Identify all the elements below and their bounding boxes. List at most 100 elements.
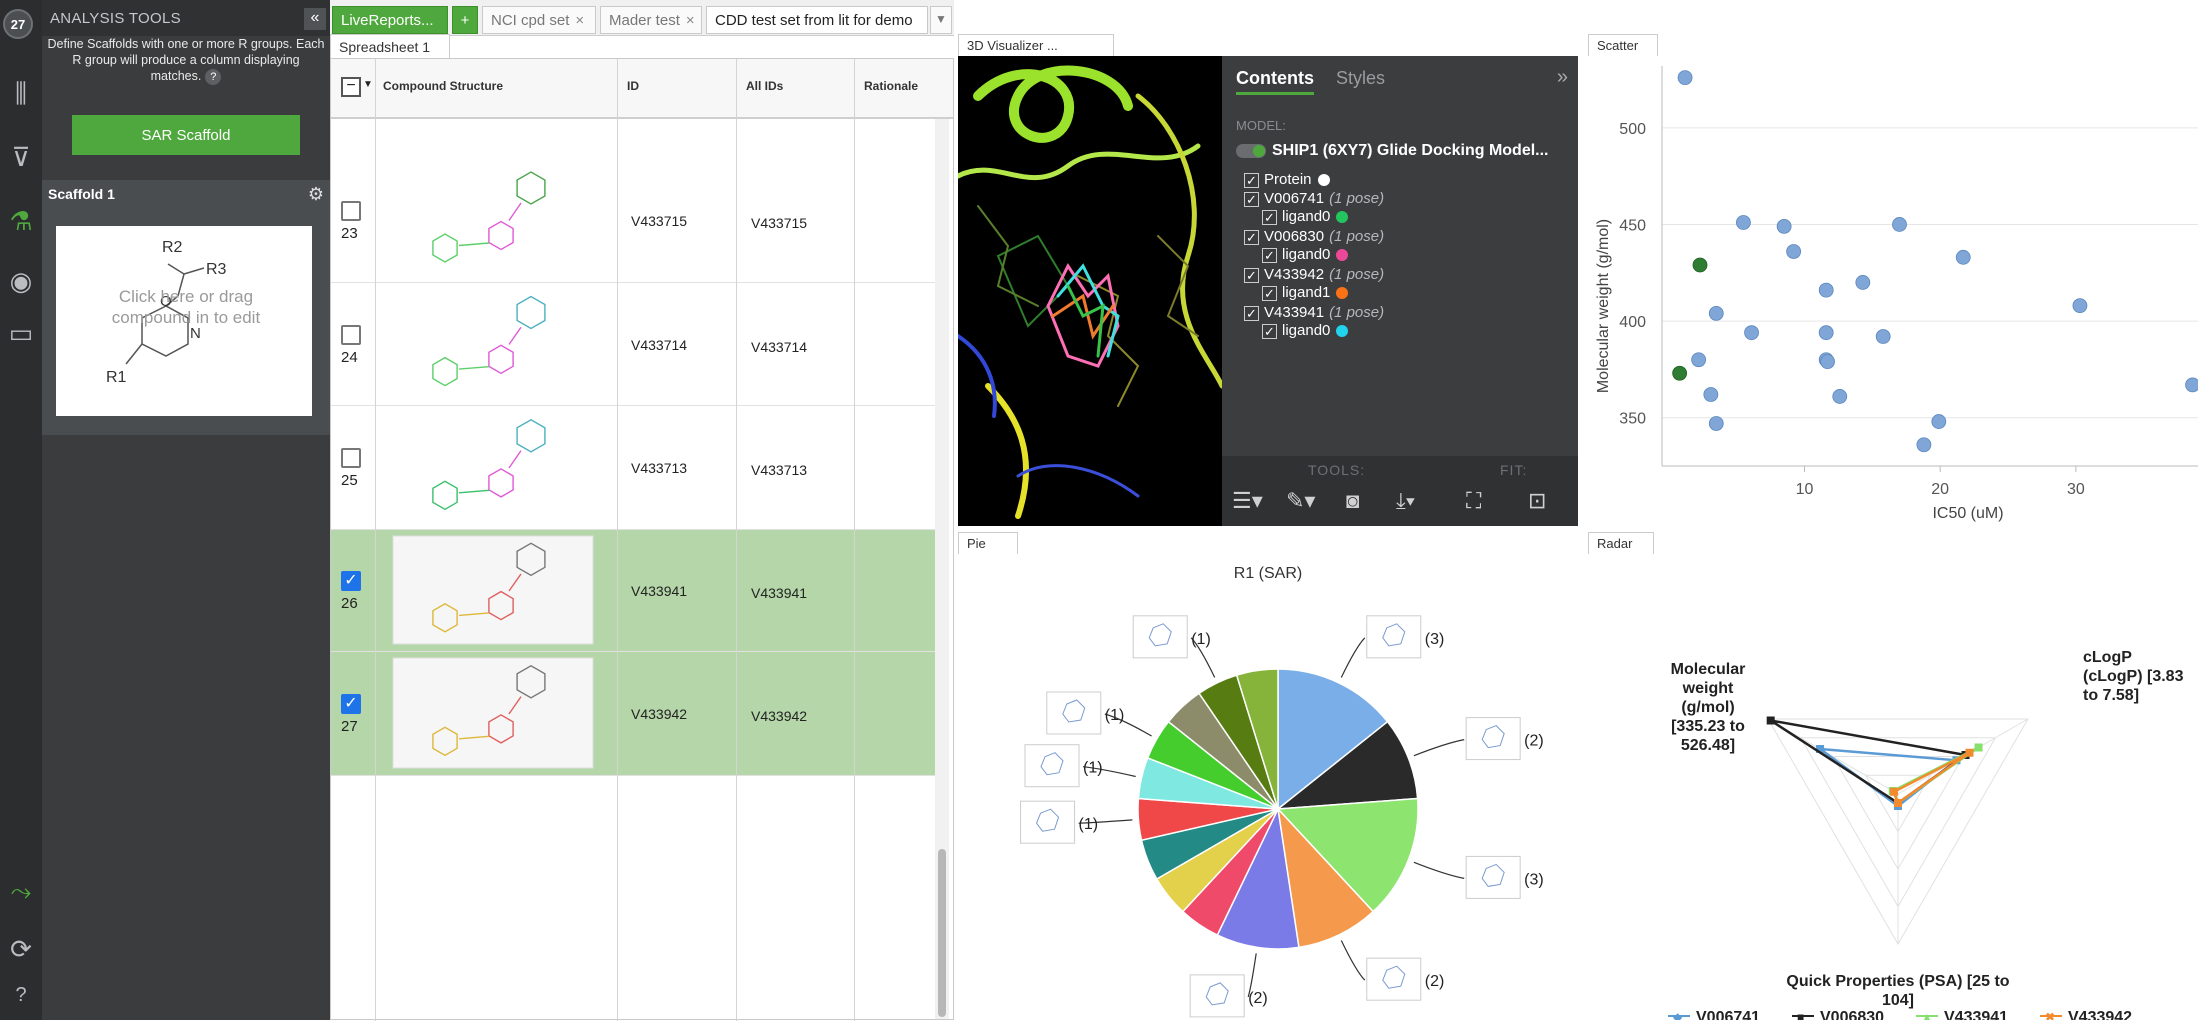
checkbox-icon[interactable]: ✓	[1262, 209, 1277, 225]
scatter-point[interactable]	[1855, 275, 1871, 290]
checkbox-icon[interactable]: ✓	[1262, 247, 1277, 263]
table-row[interactable]: 25 V433713 V433713	[331, 406, 941, 530]
grid-scrollbar[interactable]	[935, 119, 949, 1019]
collapse-panel-button[interactable]: «	[304, 8, 326, 30]
protein-row[interactable]: ✓ Protein	[1244, 171, 1330, 188]
fit-expand-icon[interactable]: ⛶	[1466, 488, 1482, 513]
pie-fragment-thumbnail[interactable]	[1465, 855, 1521, 899]
compound-row[interactable]: ✓ V006830 (1 pose)	[1244, 228, 1384, 245]
scatter-point[interactable]	[1820, 354, 1835, 370]
checkbox-icon[interactable]: ✓	[1244, 229, 1259, 245]
camera-icon[interactable]: ◙	[1346, 488, 1360, 513]
table-row[interactable]: ✓ 26 V433941 V433941	[331, 530, 941, 652]
ligand-row[interactable]: ✓ ligand0	[1262, 322, 1349, 339]
user-badge-icon[interactable]: 27	[3, 9, 33, 39]
ligand-row[interactable]: ✓ ligand0	[1262, 208, 1349, 225]
pie-fragment-thumbnail[interactable]	[1366, 615, 1422, 659]
radar-point[interactable]	[1890, 787, 1899, 796]
gear-icon[interactable]: ⚙	[307, 184, 324, 204]
pie-fragment-thumbnail[interactable]	[1189, 974, 1245, 1018]
radar-legend-label[interactable]: V006741	[1696, 1009, 1760, 1020]
row-checkbox[interactable]	[341, 200, 361, 221]
radar-legend-label[interactable]: V006830	[1820, 1009, 1884, 1020]
radar-point[interactable]	[1816, 745, 1825, 753]
pie-fragment-thumbnail[interactable]	[1465, 717, 1521, 761]
3d-viewport[interactable]	[958, 56, 1222, 526]
scatter-point[interactable]	[1708, 416, 1724, 431]
columns-icon[interactable]: ⫼	[15, 78, 27, 108]
share-icon[interactable]: ⤳	[10, 876, 32, 906]
scatter-point[interactable]	[1818, 325, 1834, 341]
pie-slice[interactable]	[1235, 668, 1279, 810]
scatter-point[interactable]	[1672, 365, 1688, 381]
pie-slice[interactable]	[1276, 797, 1419, 913]
checkbox-icon[interactable]: ✓	[1244, 267, 1259, 283]
scatter-point[interactable]	[1786, 244, 1802, 259]
compound-structure[interactable]	[381, 283, 601, 406]
help-icon[interactable]: ?	[205, 69, 222, 85]
scatter-point[interactable]	[1892, 217, 1907, 232]
tab-livereports[interactable]: LiveReports...	[332, 6, 448, 34]
checkbox-icon[interactable]: ✓	[1262, 323, 1277, 339]
select-menu-icon[interactable]: ▼	[363, 79, 373, 90]
grid-scrollbar-thumb[interactable]	[938, 849, 946, 1017]
scatter-point[interactable]	[1916, 437, 1932, 453]
scatter-point[interactable]	[1691, 352, 1707, 368]
scatter-point[interactable]	[1818, 282, 1834, 298]
comment-icon[interactable]: ▭	[8, 318, 34, 348]
scatter-point[interactable]	[1832, 389, 1848, 404]
ligand-row[interactable]: ✓ ligand1	[1262, 284, 1349, 301]
expand-panel-icon[interactable]: »	[1556, 66, 1568, 88]
scatter-point[interactable]	[2072, 298, 2088, 314]
tab-contents[interactable]: Contents	[1236, 68, 1314, 95]
ligand-row[interactable]: ✓ ligand0	[1262, 246, 1349, 263]
compound-row[interactable]: ✓ V433942 (1 pose)	[1244, 266, 1384, 283]
scatter-point[interactable]	[2185, 377, 2198, 393]
download-icon[interactable]: ⤓▾	[1396, 488, 1415, 513]
pie-slice[interactable]	[1275, 720, 1419, 810]
pie-fragment-thumbnail[interactable]	[1366, 957, 1422, 1001]
tabs-menu-button[interactable]: ▼	[930, 6, 952, 34]
filter-funnel-icon[interactable]: ⊽	[11, 142, 31, 172]
close-icon[interactable]: ×	[685, 12, 695, 29]
column-header-id[interactable]: ID	[627, 79, 639, 93]
tab-scatter[interactable]: Scatter	[1588, 34, 1658, 56]
pie-fragment-thumbnail[interactable]	[1024, 744, 1080, 788]
column-header-rationale[interactable]: Rationale	[864, 79, 919, 93]
column-header-all-ids[interactable]: All IDs	[746, 79, 784, 93]
pie-fragment-thumbnail[interactable]	[1046, 691, 1102, 735]
tab-pie[interactable]: Pie	[958, 532, 1018, 554]
checkbox-icon[interactable]: ✓	[1262, 285, 1277, 301]
radar-point[interactable]	[1965, 748, 1974, 757]
compound-structure[interactable]	[381, 530, 601, 652]
compound-structure[interactable]	[381, 406, 601, 530]
compound-row[interactable]: ✓ V433941 (1 pose)	[1244, 304, 1384, 321]
eye-icon[interactable]: ◉	[9, 266, 33, 296]
sliders-icon[interactable]: ☰▾	[1232, 488, 1263, 513]
scatter-point[interactable]	[1744, 325, 1759, 341]
color-dot[interactable]	[1336, 249, 1349, 262]
radar-point[interactable]	[1894, 799, 1902, 807]
compound-structure[interactable]	[381, 158, 601, 283]
radar-series-line[interactable]	[1770, 719, 1969, 805]
scatter-point[interactable]	[1703, 387, 1719, 402]
focus-icon[interactable]: ⊡	[1528, 488, 1547, 513]
checkbox-icon[interactable]: ✓	[1244, 172, 1259, 188]
row-checkbox[interactable]	[341, 448, 361, 468]
tab-3d-visualizer[interactable]: 3D Visualizer ...	[958, 34, 1114, 56]
pie-slice[interactable]	[1276, 806, 1375, 949]
table-row[interactable]: 24 V433714 V433714	[331, 283, 941, 406]
tab-radar[interactable]: Radar	[1588, 532, 1654, 554]
help-icon[interactable]: ?	[15, 984, 27, 1006]
color-dot[interactable]	[1336, 211, 1349, 224]
radar-series-line[interactable]	[1892, 751, 1971, 805]
pencil-icon[interactable]: ✎▾	[1286, 488, 1316, 513]
checkbox-icon[interactable]: ✓	[1244, 191, 1259, 207]
color-dot[interactable]	[1317, 174, 1330, 187]
sar-scaffold-button[interactable]: SAR Scaffold	[72, 115, 300, 155]
scatter-point[interactable]	[1931, 414, 1947, 429]
scatter-point[interactable]	[1875, 329, 1891, 344]
scatter-point[interactable]	[1708, 305, 1724, 321]
row-checkbox[interactable]: ✓	[341, 694, 361, 714]
table-row[interactable]: 23 V433715 V433715	[331, 158, 941, 283]
